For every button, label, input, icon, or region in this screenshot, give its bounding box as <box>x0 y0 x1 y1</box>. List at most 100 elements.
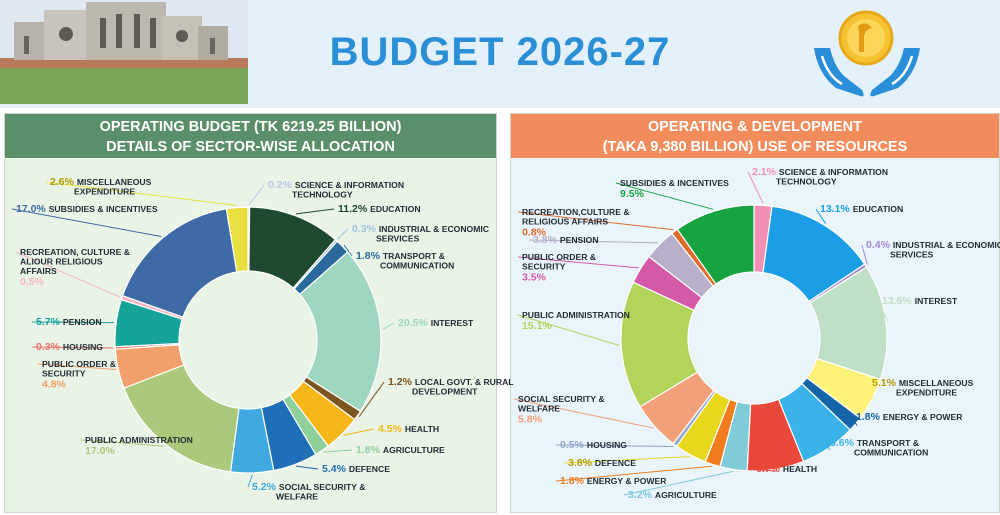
leader-line <box>563 456 690 464</box>
slice-value: 6.6% <box>830 437 857 449</box>
slice-value: 1.8% <box>856 411 883 423</box>
slice-label: PUBLIC ADMINISTRATION 17.0% <box>85 435 193 457</box>
slice-label: RECREATION,CULTURE & RELIGIOUS AFFAIRS 0.8… <box>522 207 630 239</box>
slice-label: 0.2% SCIENCE & INFORMATION TECHNOLOGY <box>268 179 404 200</box>
slice-value: 3.8% <box>533 234 560 246</box>
leader-line <box>815 208 827 224</box>
slice-value: 5.7% <box>36 316 63 328</box>
slice-label: PUBLIC ORDER & SECURITY 4.8% <box>42 359 116 391</box>
slice-label: 3.8% DEFENCE <box>568 457 636 469</box>
slice-label: 0.3% INDUSTRIAL & ECONOMIC SERVICES <box>352 223 489 244</box>
leader-line <box>343 428 375 436</box>
slice-value: 5.4% <box>322 463 349 475</box>
slice-label: 1.2% LOCAL GOVT. & RURAL DEVELOPMENT <box>388 376 514 397</box>
slice-label: 5.2% SOCIAL SECURITY & WELFARE <box>252 481 365 502</box>
leader-line <box>11 208 162 238</box>
slice-label: 0.4% INDUSTRIAL & ECONOMIC SERVICES <box>866 239 1000 260</box>
slice-label: 3.2% AGRICULTURE <box>628 489 717 501</box>
header: BUDGET 2026-27 <box>0 0 1000 108</box>
slice-value: 0.2% <box>268 179 295 191</box>
slice-label: SUBSIDIES & INCENTIVES 9.5% <box>620 178 729 200</box>
leader-line <box>513 398 654 429</box>
slice-value: 11.2% <box>338 203 370 215</box>
leader-line <box>296 465 319 470</box>
parliament-building-photo <box>0 0 248 104</box>
slice-value: 3.8% <box>568 457 595 469</box>
slice-label: 17.0% SUBSIDIES & INCENTIVES <box>16 203 158 215</box>
slice-value: 0.3% <box>352 223 379 235</box>
slice-value: 0.4% <box>866 239 893 251</box>
slice-value: 17.0% <box>85 445 115 457</box>
slice-value: 0.3% <box>36 341 63 353</box>
donut-chart-1: 0.2% SCIENCE & INFORMATION TECHNOLOGY 11.2… <box>11 176 514 502</box>
leader-line <box>296 208 335 215</box>
slice-value: 15.1% <box>522 320 552 332</box>
slice-label: 1.8% ENERGY & POWER <box>856 411 963 423</box>
leader-line <box>31 346 114 349</box>
slice-label: 3.8% PENSION <box>533 234 599 246</box>
leader-line <box>15 251 121 298</box>
slice-label: 1.8% ENERGY & POWER <box>560 475 667 487</box>
taka-hands-icon <box>814 10 920 97</box>
leader-line <box>358 381 385 417</box>
leader-line <box>517 314 620 346</box>
slice-label: 1.8% TRANSPORT & COMMUNICATION <box>356 250 454 271</box>
leader-line <box>248 184 265 206</box>
leader-line <box>623 470 734 496</box>
leader-line <box>37 363 117 370</box>
slice-value: 13.6% <box>882 295 915 307</box>
slice-label: 20.5% INTEREST <box>398 317 474 329</box>
slice-value: 2.1% <box>752 166 779 178</box>
slice-value: 5.1% <box>872 377 899 389</box>
leader-line <box>851 416 858 426</box>
slice-value: 9.5% <box>620 188 645 200</box>
leader-line <box>31 321 115 324</box>
leader-line <box>867 382 875 401</box>
slice-label: PUBLIC ORDER & SECURITY 3.5% <box>522 252 596 284</box>
slice-label: 6.7% HEALTH <box>756 463 817 475</box>
slice-label: 0.5% HOUSING <box>560 439 627 451</box>
leader-line <box>517 211 674 231</box>
slice-value: 17.0% <box>16 203 49 215</box>
chart-title: OPERATING BUDGET (TK 6219.25 BILLION) <box>99 119 402 135</box>
leader-line <box>80 439 165 447</box>
slice-label: 2.6% MISCELLANEOUS EXPENDITURE <box>50 176 152 197</box>
slice-label: 6.6% TRANSPORT & COMMUNICATION <box>830 437 928 458</box>
slice-value: 5.8% <box>518 414 543 426</box>
slice-value: 13.1% <box>820 203 853 215</box>
slice-value: 1.2% <box>388 376 415 388</box>
chart-subtitle: (TAKA 9,380 BILLION) USE OF RESOURCES <box>602 139 908 155</box>
slice-value: 0.8% <box>522 227 547 239</box>
slice-value: 1.8% <box>356 250 383 262</box>
operating-budget-banner: OPERATING BUDGET (TK 6219.25 BILLION) DE… <box>5 114 496 158</box>
slice-label: RECREATION, CULTURE & ALIOUR RELIGIOUS AFF… <box>20 247 130 288</box>
slice-subsidies-incentives <box>676 204 755 285</box>
slice-label: 11.2% EDUCATION <box>338 203 421 215</box>
slice-label: SOCIAL SECURITY & WELFARE 5.8% <box>518 394 605 426</box>
chart-subtitle: DETAILS OF SECTOR-WISE ALLOCATION <box>106 139 395 155</box>
operating-development-banner: OPERATING & DEVELOPMENT (TAKA 9,380 BILL… <box>511 114 999 158</box>
page-title: BUDGET 2026-27 <box>329 30 671 74</box>
slice-value: 2.6% <box>50 176 77 188</box>
slice-label: PUBLIC ADMINISTRATION 15.1% <box>522 310 630 332</box>
slice-label: 0.3% HOUSING <box>36 341 103 353</box>
slice-value: 1.8% <box>560 475 587 487</box>
slice-label: 5.4% DEFENCE <box>322 463 390 475</box>
slice-value: 3.2% <box>628 489 655 501</box>
slice-value: 20.5% <box>398 317 431 329</box>
leader-line <box>528 239 659 244</box>
slice-label: 5.1% MISCELLANEOUS EXPENDITURE <box>872 377 974 398</box>
leader-line <box>555 444 674 448</box>
slice-label: 13.6% INTEREST <box>882 295 958 307</box>
leader-line <box>343 244 353 257</box>
slice-miscellaneous-expenditure <box>225 206 249 273</box>
leader-line <box>337 228 349 240</box>
leader-line <box>45 181 238 206</box>
slice-value: 1.8% <box>356 444 383 456</box>
slice-label: 2.1% SCIENCE & INFORMATION TECHNOLOGY <box>752 166 888 187</box>
slice-interest <box>298 251 382 413</box>
slice-value: 6.7% <box>756 463 783 475</box>
leader-line <box>323 449 353 453</box>
slice-value: 3.5% <box>522 272 547 284</box>
